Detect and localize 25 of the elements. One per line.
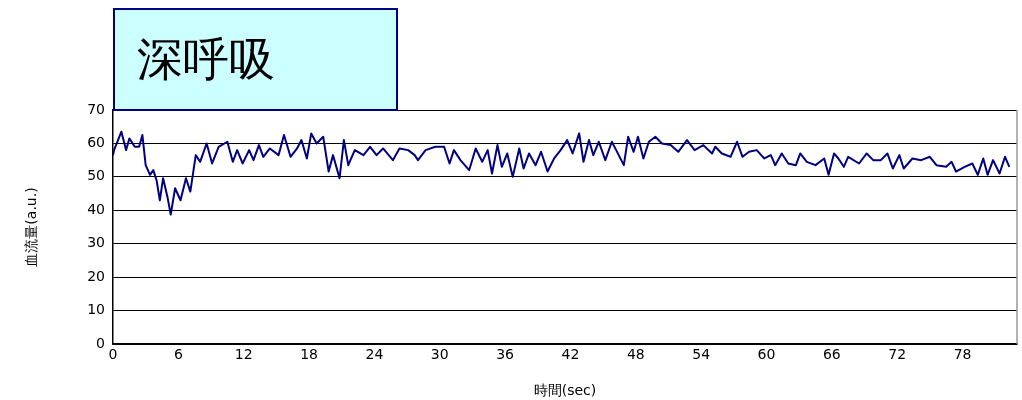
x-tick-label: 78 [953,346,972,363]
y-tick-label: 50 [87,167,105,184]
y-tick-label: 40 [87,200,105,217]
y-tick-label: 0 [96,334,105,351]
x-tick-label: 0 [108,346,118,363]
chart-title: 深呼吸 [113,8,398,111]
x-tick-label: 24 [365,346,384,363]
x-axis-title: 時間(sec) [533,382,597,399]
x-tick-label: 48 [626,346,645,363]
x-tick-label: 60 [757,346,776,363]
x-tick-label: 54 [692,346,711,363]
x-tick-label: 12 [234,346,253,363]
x-tick-label: 18 [300,346,318,363]
x-tick-label: 72 [888,346,907,363]
y-tick-label: 70 [87,100,105,117]
x-tick-label: 30 [430,346,449,363]
y-tick-label: 60 [87,134,105,151]
x-tick-label: 6 [173,346,183,363]
y-axis-title: 血流量(a.u.) [23,187,40,267]
x-tick-label: 42 [561,346,580,363]
y-tick-label: 10 [87,301,105,318]
y-tick-label: 30 [87,234,105,251]
x-tick-label: 36 [496,346,515,363]
y-tick-label: 20 [87,267,105,284]
x-tick-label: 66 [822,346,841,363]
